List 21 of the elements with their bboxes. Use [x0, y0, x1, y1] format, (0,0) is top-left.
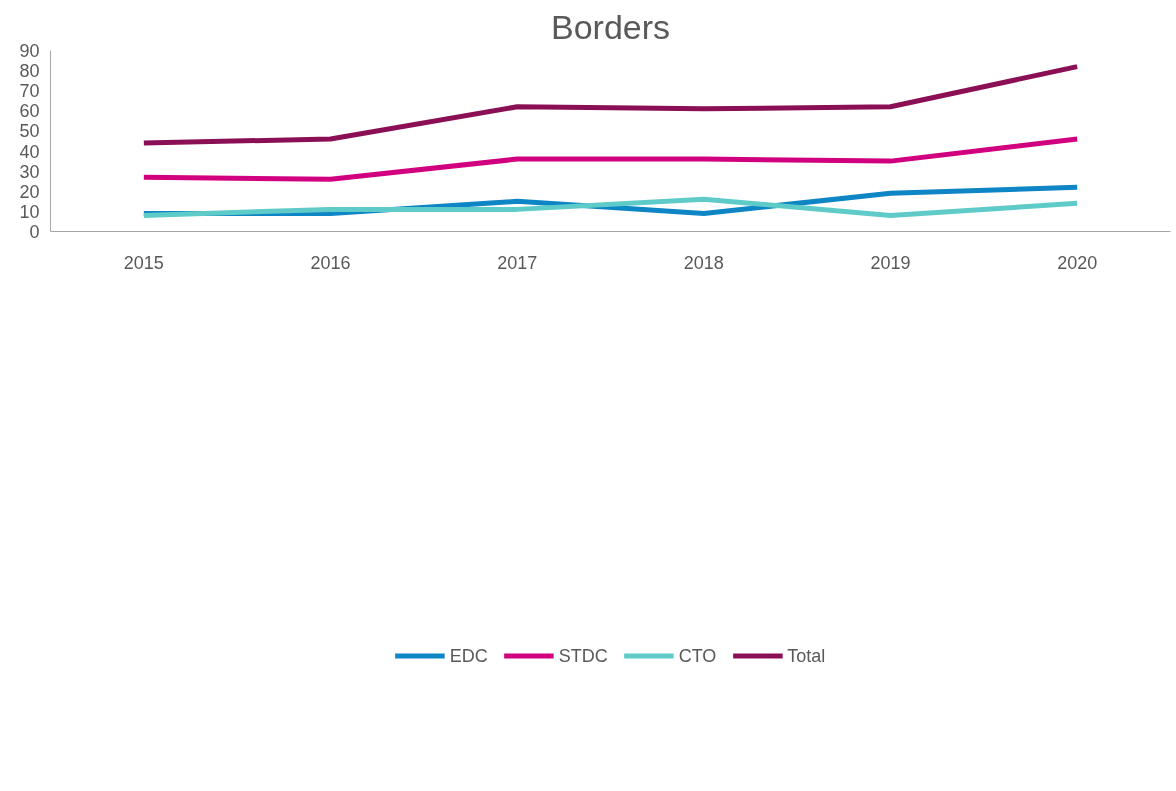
y-tick-label: 50 [19, 121, 40, 142]
y-tick-label: 90 [19, 41, 40, 61]
x-tick-label: 2016 [310, 252, 351, 273]
y-tick-label: 70 [19, 81, 40, 102]
y-tick-label: 30 [19, 161, 40, 182]
x-tick-label: 2015 [123, 252, 164, 273]
y-tick-label: 20 [19, 181, 40, 202]
y-tick-label: 60 [19, 101, 40, 122]
legend-label: EDC [449, 645, 488, 667]
x-tick-label: 2017 [497, 252, 538, 273]
y-tick-label: 40 [19, 141, 40, 162]
legend-label: Total [787, 645, 826, 667]
y-tick-label: 80 [19, 61, 40, 82]
legend-label: STDC [558, 645, 608, 667]
y-tick-label: 10 [19, 201, 40, 222]
legend-label: CTO [678, 645, 717, 667]
x-tick-label: 2019 [870, 252, 911, 273]
x-tick-label: 2018 [683, 252, 724, 273]
chart-title: Borders [550, 7, 671, 46]
x-tick-label: 2020 [1057, 252, 1098, 273]
y-tick-label: 0 [29, 222, 40, 242]
